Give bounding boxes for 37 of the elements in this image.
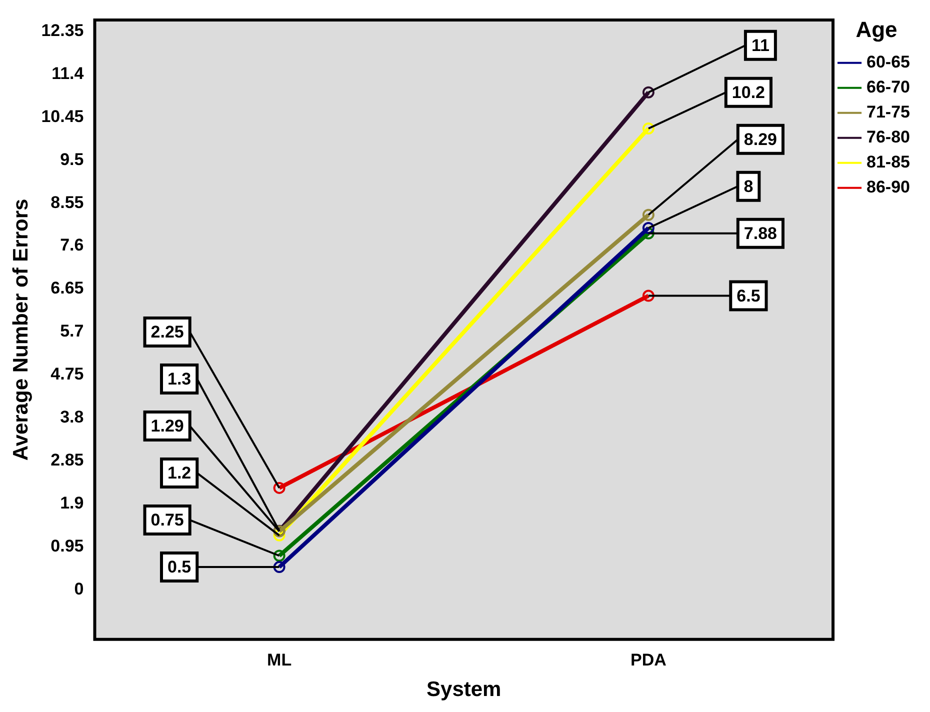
x-axis-title: System — [426, 678, 502, 702]
y-tick-label: 8.55 — [50, 192, 84, 212]
y-tick-label: 1.9 — [60, 493, 84, 512]
y-tick-label: 6.65 — [50, 278, 84, 298]
annotation: 1.29 — [150, 416, 184, 436]
annotation: 2.25 — [150, 322, 184, 342]
annotation: 1.2 — [167, 464, 192, 483]
y-tick-label: 5.7 — [60, 322, 84, 341]
y-tick-label: 11.4 — [52, 64, 84, 83]
annotation: 1.3 — [167, 370, 192, 389]
x-tick-label: PDA — [630, 650, 666, 670]
legend-label: 60-65 — [866, 52, 910, 72]
legend-label: 66-70 — [866, 78, 910, 97]
y-tick-label: 7.6 — [60, 236, 84, 255]
annotation: 6.5 — [736, 286, 760, 306]
annotation: 0.75 — [150, 510, 184, 530]
annotation: 11 — [751, 36, 770, 56]
y-tick-label: 0.95 — [50, 536, 84, 556]
annotation: 10.2 — [732, 83, 765, 102]
y-tick-label: 9.5 — [60, 150, 84, 169]
legend-label: 86-90 — [866, 178, 910, 197]
y-tick-label: 2.85 — [50, 450, 84, 470]
y-tick-label: 3.8 — [60, 408, 84, 427]
legend-title: Age — [856, 17, 898, 42]
y-tick-label: 12.35 — [41, 20, 84, 40]
x-tick-label: ML — [267, 650, 292, 670]
annotation: 8.29 — [744, 130, 777, 150]
annotation: 7.88 — [744, 224, 777, 244]
y-axis-title: Average Number of Errors — [9, 198, 32, 461]
legend-label: 71-75 — [866, 102, 910, 122]
y-tick-label: 0 — [74, 579, 84, 598]
annotation: 0.5 — [167, 558, 192, 577]
y-tick-label: 10.45 — [41, 106, 84, 126]
legend-label: 81-85 — [866, 152, 910, 172]
legend-label: 76-80 — [866, 128, 910, 147]
y-tick-label: 4.75 — [50, 364, 84, 384]
annotation: 8 — [744, 177, 754, 196]
